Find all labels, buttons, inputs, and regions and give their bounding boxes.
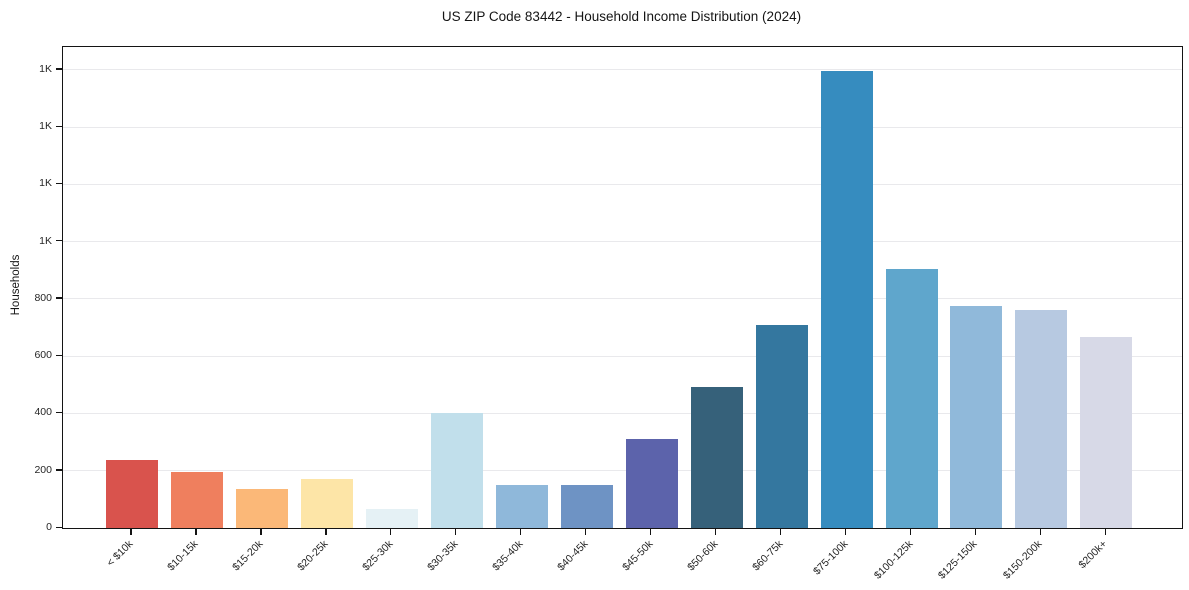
plot-area [62,46,1183,529]
bar-$100-125k [885,268,938,528]
bar-$25-30k [365,509,418,528]
x-tick [650,528,652,535]
x-tick [260,528,262,535]
y-tick [56,354,62,356]
gridline-y200 [63,470,1182,472]
x-tick [195,528,197,535]
y-tick-label: 200 [34,463,52,476]
gridline-y800 [63,298,1182,300]
bar-$75-100k [820,70,873,528]
y-tick [56,125,62,127]
x-tick [1104,528,1107,535]
x-tick [130,528,132,535]
y-tick-label: 1K [39,177,52,190]
x-tick [974,528,977,535]
chart-title: US ZIP Code 83442 - Household Income Dis… [441,9,802,24]
y-tick [56,240,62,242]
bar-$10-15k [170,471,223,528]
x-tick [520,528,522,535]
bar-< $10k [106,459,158,528]
y-tick-label: 0 [46,521,52,533]
y-tick [56,182,62,185]
x-tick-label: < $10k [104,538,136,569]
x-tick [714,528,717,535]
x-tick [779,528,782,535]
y-tick-label: 400 [34,406,52,419]
x-tick [1039,528,1042,535]
x-tick [585,528,587,535]
x-tick [325,528,327,535]
x-tick [455,528,457,535]
bar-$150-200k [1015,310,1068,528]
y-tick-label: 1K [39,234,52,247]
bar-$20-25k [300,478,353,528]
bar-$40-45k [560,485,613,528]
gridline-y400 [63,412,1182,414]
bar-$45-50k [625,438,678,528]
x-tick [844,528,847,535]
y-tick-label: 1K [39,120,52,133]
x-tick [390,528,392,535]
y-tick [56,469,62,471]
gridline-y1K [63,183,1182,185]
gridline-y1K [63,69,1182,71]
gridline-y1K [63,241,1182,243]
bar-$30-35k [430,412,483,528]
y-tick [56,526,62,528]
x-tick [909,528,912,535]
gridline-y1K [63,126,1182,128]
gridline-y600 [63,355,1182,357]
bar-$50-60k [690,386,743,528]
bar-$200k+ [1080,337,1133,528]
bar-$15-20k [235,488,288,528]
y-tick-label: 800 [34,291,52,304]
y-tick [56,297,62,299]
y-tick [56,68,62,70]
bar-$60-75k [755,325,808,528]
bar-$125-150k [950,306,1003,528]
bar-$35-40k [495,485,548,528]
y-tick [56,411,62,414]
y-tick-label: 600 [34,349,52,362]
y-tick-label: 1K [39,62,52,75]
